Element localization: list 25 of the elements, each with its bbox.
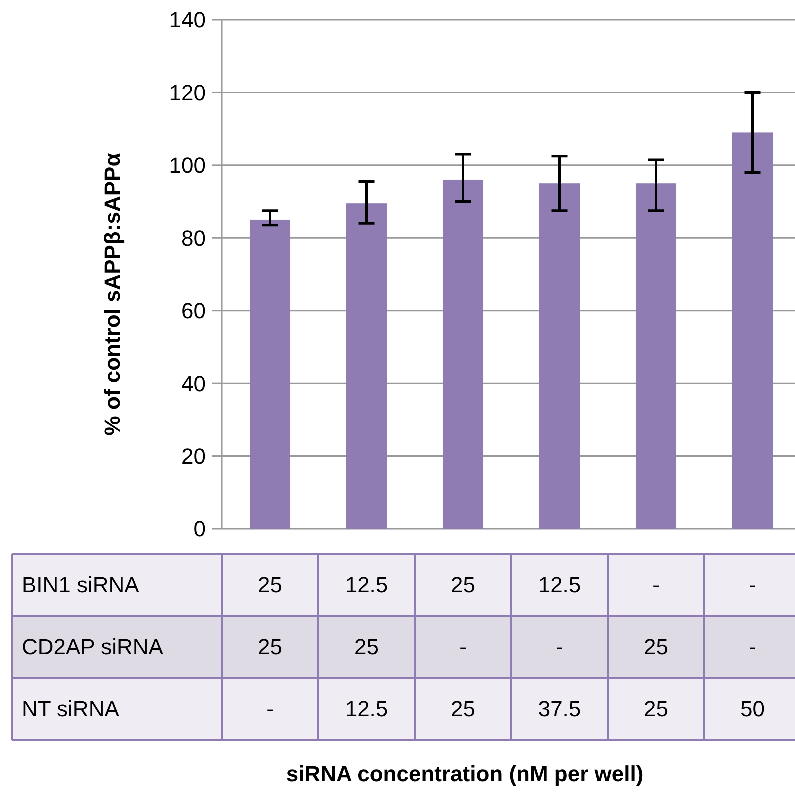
- text: CD2AP siRNA: [22, 634, 164, 660]
- category-label: 12.5 25 12.5: [345, 572, 388, 722]
- bar: [539, 184, 580, 529]
- y-tick-label: 120: [169, 80, 206, 106]
- y-tick-label: 100: [169, 153, 206, 178]
- y-axis-title: % of control sAPPβ:sAPPα: [100, 152, 125, 436]
- bar: [732, 132, 774, 529]
- y-tick-label: 20: [182, 444, 206, 469]
- category-label: 25 25 -: [258, 572, 282, 722]
- text: NT siRNA: [22, 696, 120, 722]
- y-tick-label: 60: [182, 298, 206, 324]
- category-label: - 25 25: [644, 572, 668, 722]
- y-tick-label: 80: [182, 226, 206, 251]
- category-label: 25 - 25: [451, 572, 476, 722]
- category-label: 12.5 - 37.5: [538, 572, 582, 722]
- text: BIN1 siRNA: [22, 572, 140, 598]
- y-tick-label: 0: [194, 516, 206, 542]
- y-tick-label: 140: [169, 8, 206, 33]
- bar: [346, 204, 388, 529]
- bar: [250, 220, 291, 529]
- category-label: - - 50: [740, 572, 765, 722]
- bar: [636, 184, 677, 529]
- text: siRNA concentration (nM per well): [286, 762, 644, 787]
- bar: [442, 180, 484, 529]
- y-tick-label: 40: [182, 371, 206, 396]
